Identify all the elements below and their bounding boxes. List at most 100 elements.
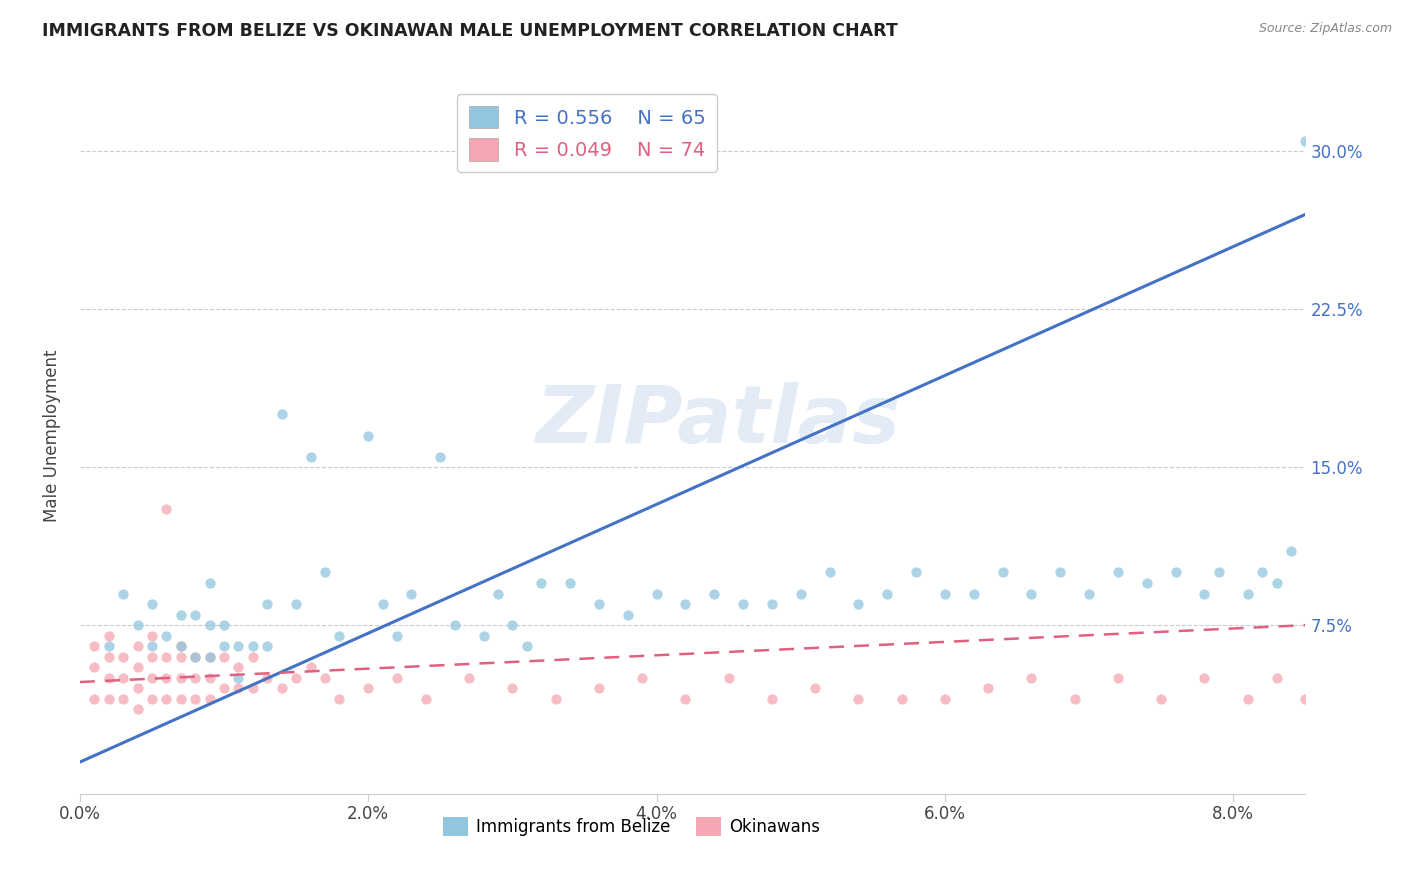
Point (1021, 671, 1043, 685)
Point (155, 649, 177, 664)
Point (141, 671, 163, 685)
Point (717, 671, 740, 685)
Point (112, 691, 135, 706)
Point (299, 450, 322, 464)
Point (242, 649, 264, 664)
Point (458, 671, 481, 685)
Y-axis label: Male Unemployment: Male Unemployment (44, 350, 60, 522)
Point (155, 502, 177, 516)
Point (198, 649, 221, 664)
Point (790, 586, 813, 600)
Point (818, 566, 841, 580)
Point (97, 649, 120, 664)
Point (270, 681, 292, 696)
Text: ZIPatlas: ZIPatlas (534, 383, 900, 460)
Point (184, 649, 207, 664)
Point (1107, 671, 1129, 685)
Point (184, 671, 207, 685)
Point (1078, 586, 1101, 600)
Point (616, 607, 638, 622)
Point (876, 586, 898, 600)
Point (588, 681, 610, 696)
Point (127, 702, 149, 716)
Point (228, 660, 250, 674)
Point (198, 618, 221, 632)
Point (256, 597, 278, 611)
Point (645, 586, 668, 600)
Point (141, 629, 163, 643)
Point (1294, 134, 1316, 148)
Point (170, 671, 193, 685)
Point (198, 649, 221, 664)
Point (1236, 586, 1258, 600)
Point (1136, 576, 1159, 591)
Point (673, 597, 696, 611)
Point (1164, 566, 1187, 580)
Point (198, 691, 221, 706)
Point (170, 639, 193, 653)
Point (328, 629, 350, 643)
Point (155, 691, 177, 706)
Point (1208, 566, 1230, 580)
Point (1063, 691, 1085, 706)
Point (890, 691, 912, 706)
Point (97, 639, 120, 653)
Point (963, 586, 986, 600)
Point (991, 566, 1014, 580)
Point (127, 681, 149, 696)
Point (804, 681, 827, 696)
Point (1194, 671, 1216, 685)
Point (371, 597, 394, 611)
Point (228, 671, 250, 685)
Point (1251, 566, 1274, 580)
Point (486, 586, 509, 600)
Point (558, 576, 581, 591)
Point (112, 671, 135, 685)
Point (1279, 544, 1302, 558)
Point (1049, 566, 1071, 580)
Point (530, 576, 553, 591)
Point (415, 691, 437, 706)
Point (1265, 671, 1288, 685)
Point (1367, 671, 1389, 685)
Point (127, 660, 149, 674)
Point (141, 649, 163, 664)
Point (673, 691, 696, 706)
Point (1107, 566, 1129, 580)
Point (501, 618, 523, 632)
Point (385, 629, 408, 643)
Point (170, 607, 193, 622)
Point (1351, 691, 1374, 706)
Point (429, 450, 451, 464)
Point (443, 618, 465, 632)
Point (1309, 671, 1331, 685)
Point (141, 691, 163, 706)
Point (314, 671, 336, 685)
Point (357, 428, 380, 442)
Point (256, 639, 278, 653)
Point (761, 597, 783, 611)
Point (228, 681, 250, 696)
Point (314, 566, 336, 580)
Point (977, 681, 1000, 696)
Point (401, 586, 423, 600)
Point (934, 586, 956, 600)
Point (1236, 691, 1258, 706)
Point (127, 639, 149, 653)
Point (1381, 691, 1403, 706)
Point (299, 660, 322, 674)
Point (472, 629, 495, 643)
Point (228, 639, 250, 653)
Point (127, 618, 149, 632)
Point (97, 691, 120, 706)
Point (761, 691, 783, 706)
Point (212, 618, 235, 632)
Point (170, 691, 193, 706)
Point (1194, 586, 1216, 600)
Point (97, 671, 120, 685)
Text: IMMIGRANTS FROM BELIZE VS OKINAWAN MALE UNEMPLOYMENT CORRELATION CHART: IMMIGRANTS FROM BELIZE VS OKINAWAN MALE … (42, 22, 898, 40)
Point (1265, 576, 1288, 591)
Point (285, 597, 308, 611)
Point (112, 586, 135, 600)
Point (733, 597, 755, 611)
